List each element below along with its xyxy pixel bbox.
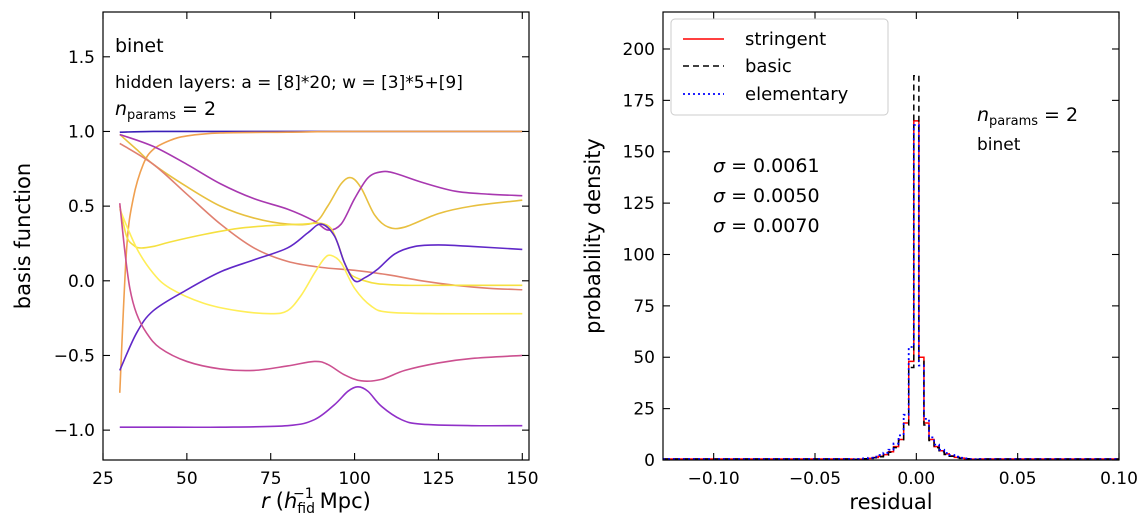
left-ytick-label-1: −0.5 [54, 346, 95, 366]
histogram-basic [663, 74, 1119, 460]
right-ytick-label-2: 50 [633, 348, 655, 368]
basis-function-line-2 [119, 133, 523, 230]
left-xtick-label-5: 150 [506, 469, 538, 489]
left-xtick-label-0: 25 [92, 469, 114, 489]
left-xtick-label-4: 125 [422, 469, 454, 489]
left-ytick-label-5: 1.5 [68, 48, 95, 68]
right-nparams-sub: params [989, 114, 1038, 129]
left-ticks: 25 50 75 100 125 150 −1.0 −0.5 0.0 0.5 1.0 1.5 [54, 12, 539, 489]
left-xlabel-paren: ( [276, 489, 284, 513]
residual-histograms [663, 74, 1119, 460]
right-xtick-label-1: −0.05 [789, 469, 841, 489]
right-ytick-label-1: 25 [633, 400, 655, 420]
sigma-stringent: σ = 0.0061 [713, 155, 820, 177]
basis-function-line-3 [119, 133, 523, 231]
right-ytick-label-4: 100 [623, 245, 655, 265]
basis-function-line-6 [119, 208, 523, 315]
left-plot-frame [102, 11, 530, 461]
histogram-elementary [663, 124, 1119, 460]
left-emulator-label: binet [115, 35, 164, 57]
sigma-stringent-value: = 0.0061 [725, 155, 819, 177]
right-ytick-label-0: 0 [644, 451, 655, 471]
right-panel: −0.10 −0.05 0.00 0.05 0.10 0 25 50 75 100 125 150 17… [581, 11, 1138, 514]
right-ytick-label-8: 200 [623, 40, 655, 60]
sigma-basic-value: = 0.0050 [725, 185, 819, 207]
sigma-elementary: σ = 0.0070 [713, 215, 820, 237]
left-nparams-label: nparams = 2 [115, 98, 216, 123]
left-nparams-sub: params [127, 108, 176, 123]
left-ytick-label-2: 0.0 [68, 272, 95, 292]
left-xtick-label-3: 100 [338, 469, 370, 489]
sigma-elementary-value: = 0.0070 [725, 215, 819, 237]
right-xtick-label-2: 0.00 [897, 469, 935, 489]
left-ytick-label-4: 1.0 [68, 122, 95, 142]
sigma-stringent-symbol: σ [713, 155, 726, 177]
left-xlabel-sub: fid [297, 501, 315, 517]
legend-label-elementary: elementary [745, 84, 849, 105]
right-ticks: −0.10 −0.05 0.00 0.05 0.10 0 25 50 75 100 125 150 17… [623, 12, 1138, 489]
sigma-elementary-symbol: σ [713, 215, 726, 237]
right-ytick-label-5: 125 [623, 194, 655, 214]
legend: stringent basic elementary [670, 18, 889, 116]
basis-function-line-8 [118, 203, 523, 382]
left-xlabel-units: Mpc) [320, 489, 371, 513]
right-xtick-label-3: 0.05 [999, 469, 1037, 489]
legend-box [670, 18, 889, 116]
left-xlabel-r: r [261, 489, 271, 513]
right-xtick-label-4: 0.10 [1100, 469, 1138, 489]
left-xlabel-h: h [284, 489, 297, 513]
sigma-basic-symbol: σ [713, 185, 726, 207]
left-ytick-label-0: −1.0 [54, 421, 95, 441]
left-xlabel-sup: −1 [293, 486, 314, 502]
right-y-axis-label: probability density [581, 138, 605, 334]
sigma-basic: σ = 0.0050 [713, 185, 820, 207]
right-ytick-label-6: 150 [623, 143, 655, 163]
left-x-axis-label: r (hfid−1 Mpc) [261, 486, 371, 517]
hidden-layers-label: hidden layers: a = [8]*20; w = [3]*5+[9] [115, 73, 463, 93]
left-panel: 25 50 75 100 125 150 −1.0 −0.5 0.0 0.5 1.0 1.5 bine… [11, 11, 539, 517]
left-nparams-eq: = 2 [176, 98, 216, 120]
basis-function-lines [118, 130, 523, 429]
right-ytick-label-7: 175 [623, 91, 655, 111]
legend-label-stringent: stringent [745, 29, 826, 50]
right-nparams-n: n [977, 104, 989, 126]
right-emulator-label: binet [977, 135, 1021, 155]
left-ytick-label-3: 0.5 [68, 197, 95, 217]
left-y-axis-label: basis function [11, 163, 35, 309]
left-xtick-label-2: 75 [260, 469, 282, 489]
right-nparams-eq: = 2 [1038, 104, 1078, 126]
right-xtick-label-0: −0.10 [688, 469, 740, 489]
left-xtick-label-1: 50 [176, 469, 198, 489]
right-nparams-label: nparams = 2 [977, 104, 1078, 129]
basis-function-line-5 [118, 205, 523, 287]
basis-function-line-7 [119, 223, 523, 371]
left-nparams-n: n [115, 98, 127, 120]
legend-label-basic: basic [745, 56, 792, 77]
right-plot-frame [662, 11, 1120, 461]
basis-function-line-1 [118, 130, 523, 393]
right-ytick-label-3: 75 [633, 297, 655, 317]
right-x-axis-label: residual [849, 490, 932, 514]
basis-function-line-9 [119, 386, 523, 429]
